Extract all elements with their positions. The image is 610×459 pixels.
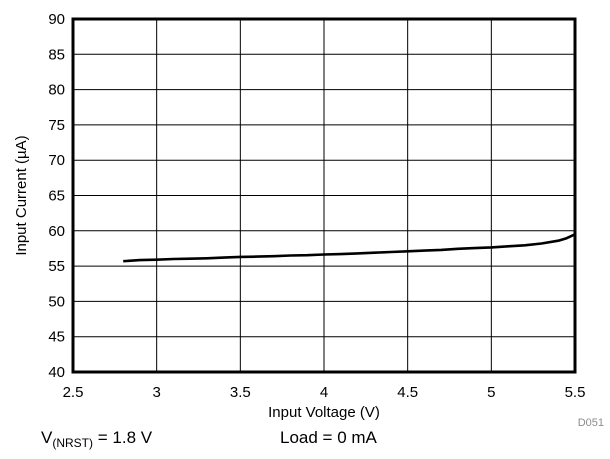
- y-tick-label: 85: [48, 46, 65, 63]
- x-tick-label: 2.5: [63, 384, 84, 401]
- y-tick-label: 45: [48, 329, 65, 346]
- y-tick-labels: 40 45 50 55 60 65 70 75 80 85 90: [48, 11, 65, 381]
- series-line: [123, 233, 576, 263]
- y-tick-label: 75: [48, 117, 65, 134]
- vnrst-symbol: V: [41, 428, 53, 447]
- x-tick-label: 4: [320, 384, 328, 401]
- y-tick-label: 55: [48, 258, 65, 275]
- condition-load: Load = 0 mA: [280, 428, 377, 447]
- x-tick-label: 3.5: [230, 384, 251, 401]
- vnrst-value: = 1.8 V: [93, 428, 153, 447]
- y-tick-label: 60: [48, 223, 65, 240]
- y-tick-label: 65: [48, 188, 65, 205]
- y-tick-label: 90: [48, 11, 65, 28]
- y-tick-label: 70: [48, 152, 65, 169]
- x-axis-title: Input Voltage (V): [268, 404, 380, 421]
- figure-id: D051: [578, 417, 604, 429]
- x-tick-label: 3: [152, 384, 160, 401]
- y-tick-label: 50: [48, 293, 65, 310]
- x-tick-label: 5: [487, 384, 495, 401]
- x-tick-labels: 2.5 3 3.5 4 4.5 5 5.5: [63, 384, 586, 401]
- plot-frame: [71, 17, 577, 374]
- series-layer: [123, 233, 576, 263]
- x-tick-label: 5.5: [565, 384, 586, 401]
- vnrst-subscript: (NRST): [52, 436, 94, 450]
- grid: [73, 19, 575, 372]
- y-axis-title: Input Current (µA): [13, 135, 30, 255]
- condition-vnrst: V(NRST) = 1.8 V: [41, 428, 152, 450]
- y-tick-label: 40: [48, 364, 65, 381]
- x-tick-label: 4.5: [397, 384, 418, 401]
- y-tick-label: 80: [48, 82, 65, 99]
